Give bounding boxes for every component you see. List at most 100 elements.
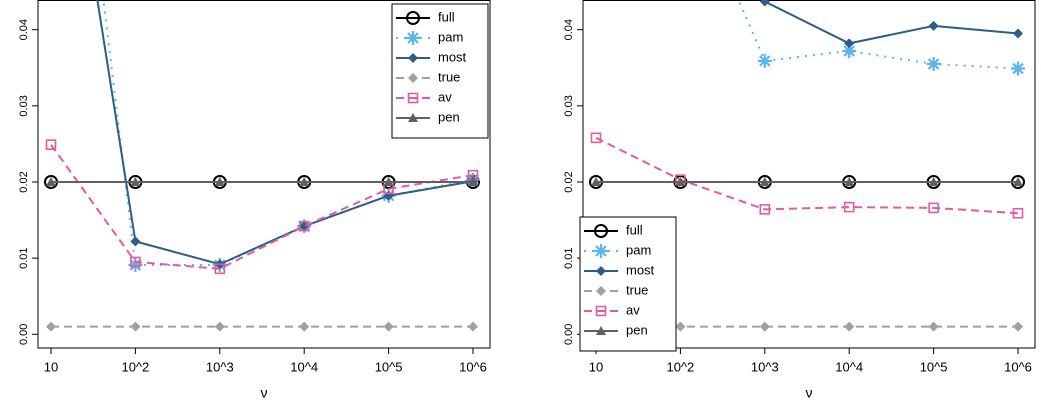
marker bbox=[759, 0, 770, 7]
x-tick-label: 10^6 bbox=[459, 359, 487, 374]
y-tick-label: 0.00 bbox=[563, 324, 575, 345]
marker bbox=[128, 257, 143, 272]
legend-label: av bbox=[438, 89, 452, 104]
marker bbox=[383, 176, 394, 186]
marker bbox=[298, 220, 310, 232]
x-tick-label: 10^6 bbox=[1004, 359, 1032, 374]
marker bbox=[45, 139, 57, 150]
x-tick-label: 10^3 bbox=[751, 359, 779, 374]
x-tick-label: 10 bbox=[44, 359, 58, 374]
marker bbox=[1013, 176, 1023, 186]
y-tick-label: 0.01 bbox=[18, 247, 30, 268]
x-tick-label: 10^5 bbox=[920, 359, 948, 374]
marker bbox=[759, 321, 770, 332]
marker bbox=[928, 20, 939, 31]
legend-label: most bbox=[626, 262, 655, 277]
marker bbox=[757, 53, 772, 68]
legend-label: pam bbox=[626, 242, 651, 257]
marker bbox=[844, 321, 855, 332]
x-axis-label: ν bbox=[806, 385, 813, 401]
legend-marker bbox=[594, 224, 608, 238]
marker bbox=[1013, 28, 1023, 39]
legend-marker bbox=[408, 73, 418, 83]
y-tick-label: 0.01 bbox=[563, 247, 575, 268]
marker bbox=[468, 321, 478, 332]
series-line bbox=[595, 136, 1019, 215]
marker bbox=[928, 202, 939, 214]
legend-marker bbox=[595, 305, 607, 317]
legend-label: pen bbox=[626, 322, 648, 337]
legend-label: most bbox=[438, 49, 467, 64]
legend-box bbox=[391, 3, 489, 139]
x-tick-label: 10^2 bbox=[122, 359, 150, 374]
series-line bbox=[50, 144, 474, 270]
x-axis-label: ν bbox=[261, 385, 268, 401]
marker bbox=[130, 321, 141, 332]
marker bbox=[675, 176, 686, 186]
marker bbox=[844, 176, 855, 186]
marker bbox=[928, 176, 939, 186]
legend-label: pam bbox=[438, 29, 463, 44]
marker bbox=[214, 321, 225, 332]
legend-marker bbox=[408, 113, 418, 122]
series-line bbox=[763, 0, 1019, 45]
legend-marker bbox=[406, 31, 420, 45]
y-tick-label: 0.02 bbox=[563, 171, 575, 192]
marker bbox=[130, 236, 141, 247]
legend-label: av bbox=[626, 302, 640, 317]
legend-marker bbox=[596, 286, 606, 296]
legend-marker bbox=[408, 53, 418, 63]
marker bbox=[591, 176, 601, 186]
marker bbox=[590, 132, 602, 144]
marker bbox=[759, 204, 771, 215]
legend-label: full bbox=[438, 9, 455, 24]
x-tick-label: 10^3 bbox=[206, 359, 234, 374]
legend-label: full bbox=[626, 222, 643, 237]
marker bbox=[1011, 61, 1025, 76]
legend-marker bbox=[594, 244, 608, 258]
x-tick-label: 10 bbox=[589, 359, 603, 374]
x-tick-label: 10^5 bbox=[375, 359, 403, 374]
legend: full pam most true av pen bbox=[391, 3, 489, 139]
marker bbox=[130, 256, 141, 268]
y-tick-label: 0.03 bbox=[18, 95, 30, 116]
legend-marker bbox=[596, 266, 606, 276]
marker bbox=[214, 176, 225, 186]
marker bbox=[1012, 207, 1024, 219]
plot-area bbox=[44, 0, 480, 332]
marker bbox=[468, 176, 478, 186]
y-tick-label: 0.04 bbox=[18, 19, 30, 40]
marker bbox=[299, 321, 310, 332]
y-tick-label: 0.04 bbox=[563, 19, 575, 40]
legend-marker bbox=[407, 92, 419, 104]
x-tick-label: 10^4 bbox=[835, 359, 863, 374]
legend: full pam most true av pen bbox=[579, 216, 677, 352]
marker bbox=[299, 176, 310, 186]
legend-marker bbox=[596, 326, 606, 335]
marker bbox=[675, 321, 686, 332]
y-tick-label: 0.02 bbox=[18, 171, 30, 192]
marker bbox=[299, 221, 310, 232]
marker bbox=[46, 176, 56, 186]
x-tick-label: 10^4 bbox=[290, 359, 318, 374]
marker bbox=[1013, 321, 1023, 332]
y-tick-label: 0.00 bbox=[18, 324, 30, 345]
legend-label: true bbox=[626, 282, 648, 297]
marker bbox=[383, 321, 394, 332]
marker bbox=[214, 263, 226, 275]
y-tick-label: 0.03 bbox=[563, 95, 575, 116]
legend-marker bbox=[406, 11, 420, 25]
marker bbox=[46, 321, 56, 332]
marker bbox=[843, 201, 855, 213]
series-line bbox=[96, 0, 474, 266]
marker bbox=[759, 176, 770, 186]
marker bbox=[926, 56, 941, 71]
x-tick-label: 10^2 bbox=[667, 359, 695, 374]
marker bbox=[844, 38, 855, 49]
legend-label: pen bbox=[438, 109, 460, 124]
legend-label: true bbox=[438, 69, 460, 84]
marker bbox=[130, 176, 141, 186]
marker bbox=[928, 321, 939, 332]
marker bbox=[842, 44, 857, 59]
